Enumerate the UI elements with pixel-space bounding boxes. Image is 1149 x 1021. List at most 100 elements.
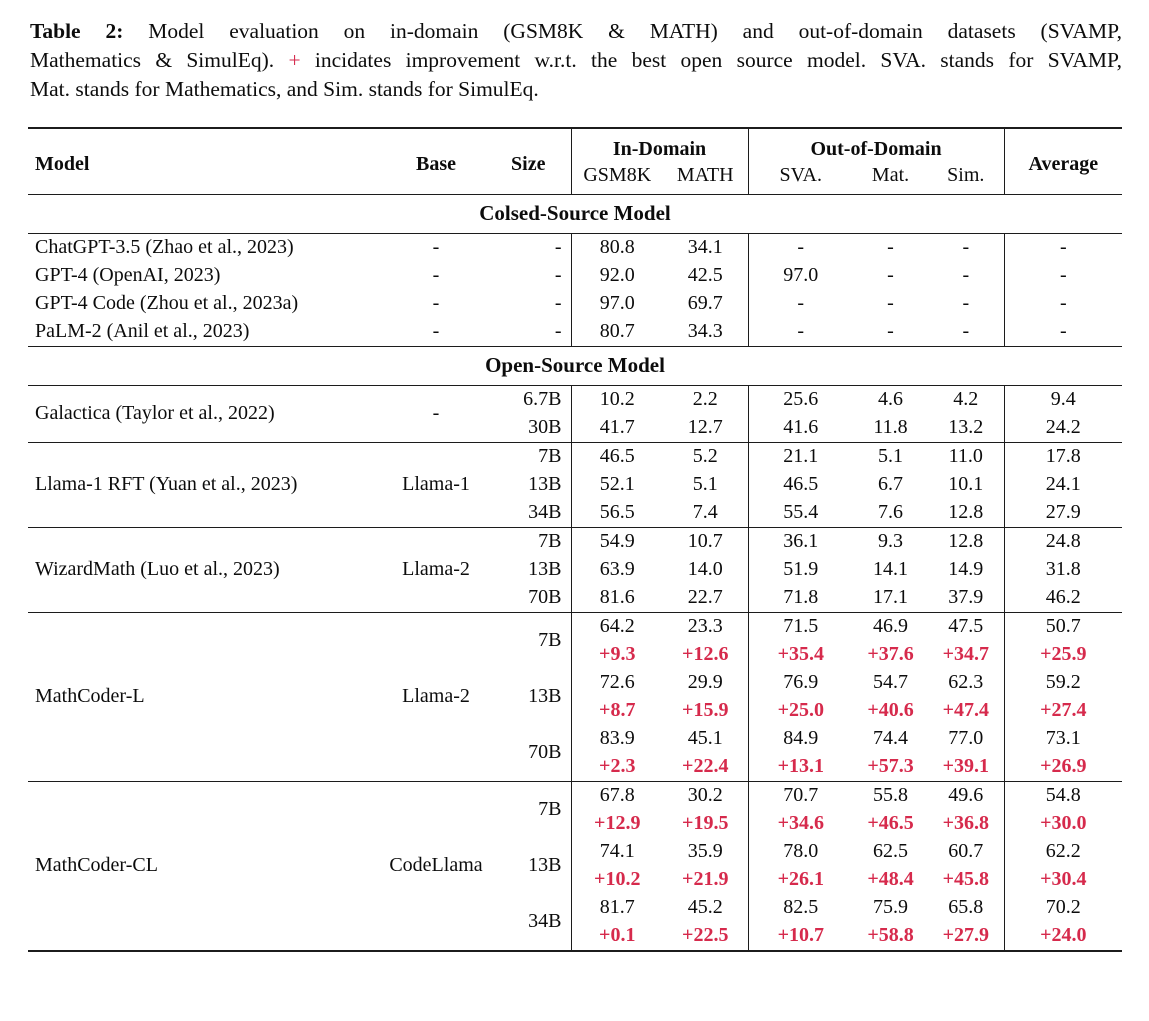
size-value: - <box>554 264 562 286</box>
plus-symbol: + <box>288 48 301 72</box>
score-cell: 22.7 <box>687 586 723 608</box>
score-cell: 5.1 <box>853 441 929 471</box>
table-row: 13B 74.1 35.9 78.0 62.5 60.7 62.2 <box>28 837 1123 876</box>
score-cell: 97.0 <box>570 289 663 318</box>
size-value: 13B <box>528 473 562 495</box>
score-cell: 69.7 <box>687 292 723 314</box>
score-cell: 5.2 <box>663 441 749 471</box>
paper-page: Table 2: Model evaluation on in-domain (… <box>0 17 1149 1021</box>
table-caption: Table 2: Model evaluation on in-domain (… <box>30 17 1122 104</box>
base-name: Llama-1 <box>386 441 486 527</box>
score-cell: 6.7 <box>878 473 904 495</box>
model-name: MathCoder-CL <box>28 780 386 951</box>
delta-cell: +58.8 <box>867 924 914 946</box>
base-name: Llama-2 <box>386 611 486 781</box>
size-value: 6.7B <box>523 388 562 410</box>
table-row: ChatGPT-3.5 (Zhao et al., 2023) - -80.8 34.… <box>28 233 1123 262</box>
score-cell: 7.6 <box>878 501 904 523</box>
score-cell: 62.2 <box>1003 837 1123 866</box>
delta-cell: +26.9 <box>1003 752 1123 781</box>
delta-cell: +25.0 <box>747 696 854 725</box>
score-cell: 17.8 <box>1003 441 1123 471</box>
size-value: 7B <box>486 441 571 471</box>
score-cell: 81.6 <box>570 583 663 612</box>
score-cell: 62.3 <box>948 671 984 693</box>
size-value: 7B <box>486 780 571 838</box>
delta-cell: +46.5 <box>867 812 914 834</box>
score-cell: 77.0 <box>948 727 984 749</box>
score-cell: - <box>747 317 854 346</box>
delta-cell: +37.6 <box>867 643 914 665</box>
table-row: 34B 81.7 45.2 82.5 75.9 65.8 70.2 <box>28 893 1123 932</box>
column-header-base: Base <box>416 153 456 175</box>
base-name: - <box>432 236 440 258</box>
score-cell: 10.2 <box>570 385 663 414</box>
delta-cell: +40.6 <box>867 699 914 721</box>
delta-cell: +24.0 <box>1003 921 1123 951</box>
delta-cell: +15.9 <box>682 699 729 721</box>
score-cell: 17.1 <box>873 586 909 608</box>
score-cell: 50.7 <box>1003 611 1123 641</box>
delta-cell: +22.5 <box>682 924 729 946</box>
model-name: WizardMath (Luo et al., 2023) <box>28 526 386 612</box>
base-name: CodeLlama <box>386 780 486 951</box>
table-row-delta: +0.1 +22.5 +10.7 +58.8 +27.9 +24.0 <box>28 921 1123 951</box>
score-cell: 29.9 <box>687 671 723 693</box>
score-cell: 11.8 <box>873 416 908 438</box>
score-cell: 35.9 <box>687 840 723 862</box>
table-row: Llama-1 RFT (Yuan et al., 2023) Llama-1 7B… <box>28 441 1123 527</box>
table-row-delta: +8.7 +15.9 +25.0 +40.6 +47.4 +27.4 <box>28 696 1123 725</box>
delta-cell: +35.4 <box>747 640 854 669</box>
size-value: 70B <box>528 586 562 608</box>
score-cell: 37.9 <box>948 586 984 608</box>
score-cell: 9.4 <box>1003 385 1123 414</box>
score-cell: 55.8 <box>853 780 929 810</box>
score-cell: 41.7 <box>570 413 663 442</box>
score-cell: 14.0 <box>687 558 723 580</box>
score-cell: 80.8 <box>570 233 663 262</box>
delta-cell: +12.9 <box>570 809 663 838</box>
score-cell: 63.9 <box>570 555 663 584</box>
size-value: 13B <box>528 685 562 707</box>
score-cell: - <box>747 233 854 262</box>
section-title: Open-Source Model <box>28 345 1123 386</box>
delta-cell: +9.3 <box>570 640 663 669</box>
delta-cell: +12.6 <box>682 643 729 665</box>
score-cell: 70.2 <box>1003 893 1123 922</box>
caption-line-2: Mathematics & SimulEq). + incidates impr… <box>30 46 1122 75</box>
score-cell: 24.8 <box>1003 526 1123 556</box>
model-name: GPT-4 (OpenAI, 2023) <box>35 264 221 286</box>
score-cell: 24.2 <box>1003 413 1123 442</box>
score-cell: 13.2 <box>948 416 984 438</box>
score-cell: 2.2 <box>692 388 718 410</box>
score-cell: - <box>962 236 970 258</box>
model-name: ChatGPT-3.5 (Zhao et al., 2023) <box>35 236 294 258</box>
delta-cell: +34.6 <box>747 809 854 838</box>
score-cell: 46.5 <box>747 470 854 499</box>
size-value: 13B <box>528 854 562 876</box>
score-cell: - <box>962 320 970 342</box>
delta-cell: +8.7 <box>570 696 663 725</box>
score-cell: - <box>1003 261 1123 290</box>
score-cell: 71.5 <box>747 611 854 641</box>
score-cell: 97.0 <box>747 261 854 290</box>
score-cell: 74.4 <box>873 727 909 749</box>
score-cell: 7.4 <box>692 501 718 523</box>
caption-text-2a: Mathematics & SimulEq). <box>30 48 275 72</box>
delta-cell: +45.8 <box>942 868 989 890</box>
score-cell: 10.7 <box>663 526 749 556</box>
score-cell: 12.8 <box>928 526 1005 556</box>
delta-cell: +26.1 <box>747 865 854 894</box>
model-name: Llama-1 RFT (Yuan et al., 2023) <box>28 441 386 527</box>
score-cell: 27.9 <box>1003 498 1123 527</box>
results-table: Model Base Size In-Domain Out-of-Domain … <box>28 127 1123 952</box>
score-cell: 49.6 <box>928 780 1005 810</box>
table-row: 13B 52.1 5.1 46.5 6.7 10.1 24.1 <box>28 470 1123 499</box>
table-row: PaLM-2 (Anil et al., 2023) - -80.7 34.3- - - - <box>28 317 1123 346</box>
score-cell: 24.1 <box>1003 470 1123 499</box>
base-name: - <box>432 320 440 342</box>
score-cell: 76.9 <box>747 668 854 697</box>
score-cell: 31.8 <box>1003 555 1123 584</box>
score-cell: 55.4 <box>747 498 854 527</box>
score-cell: - <box>962 264 970 286</box>
